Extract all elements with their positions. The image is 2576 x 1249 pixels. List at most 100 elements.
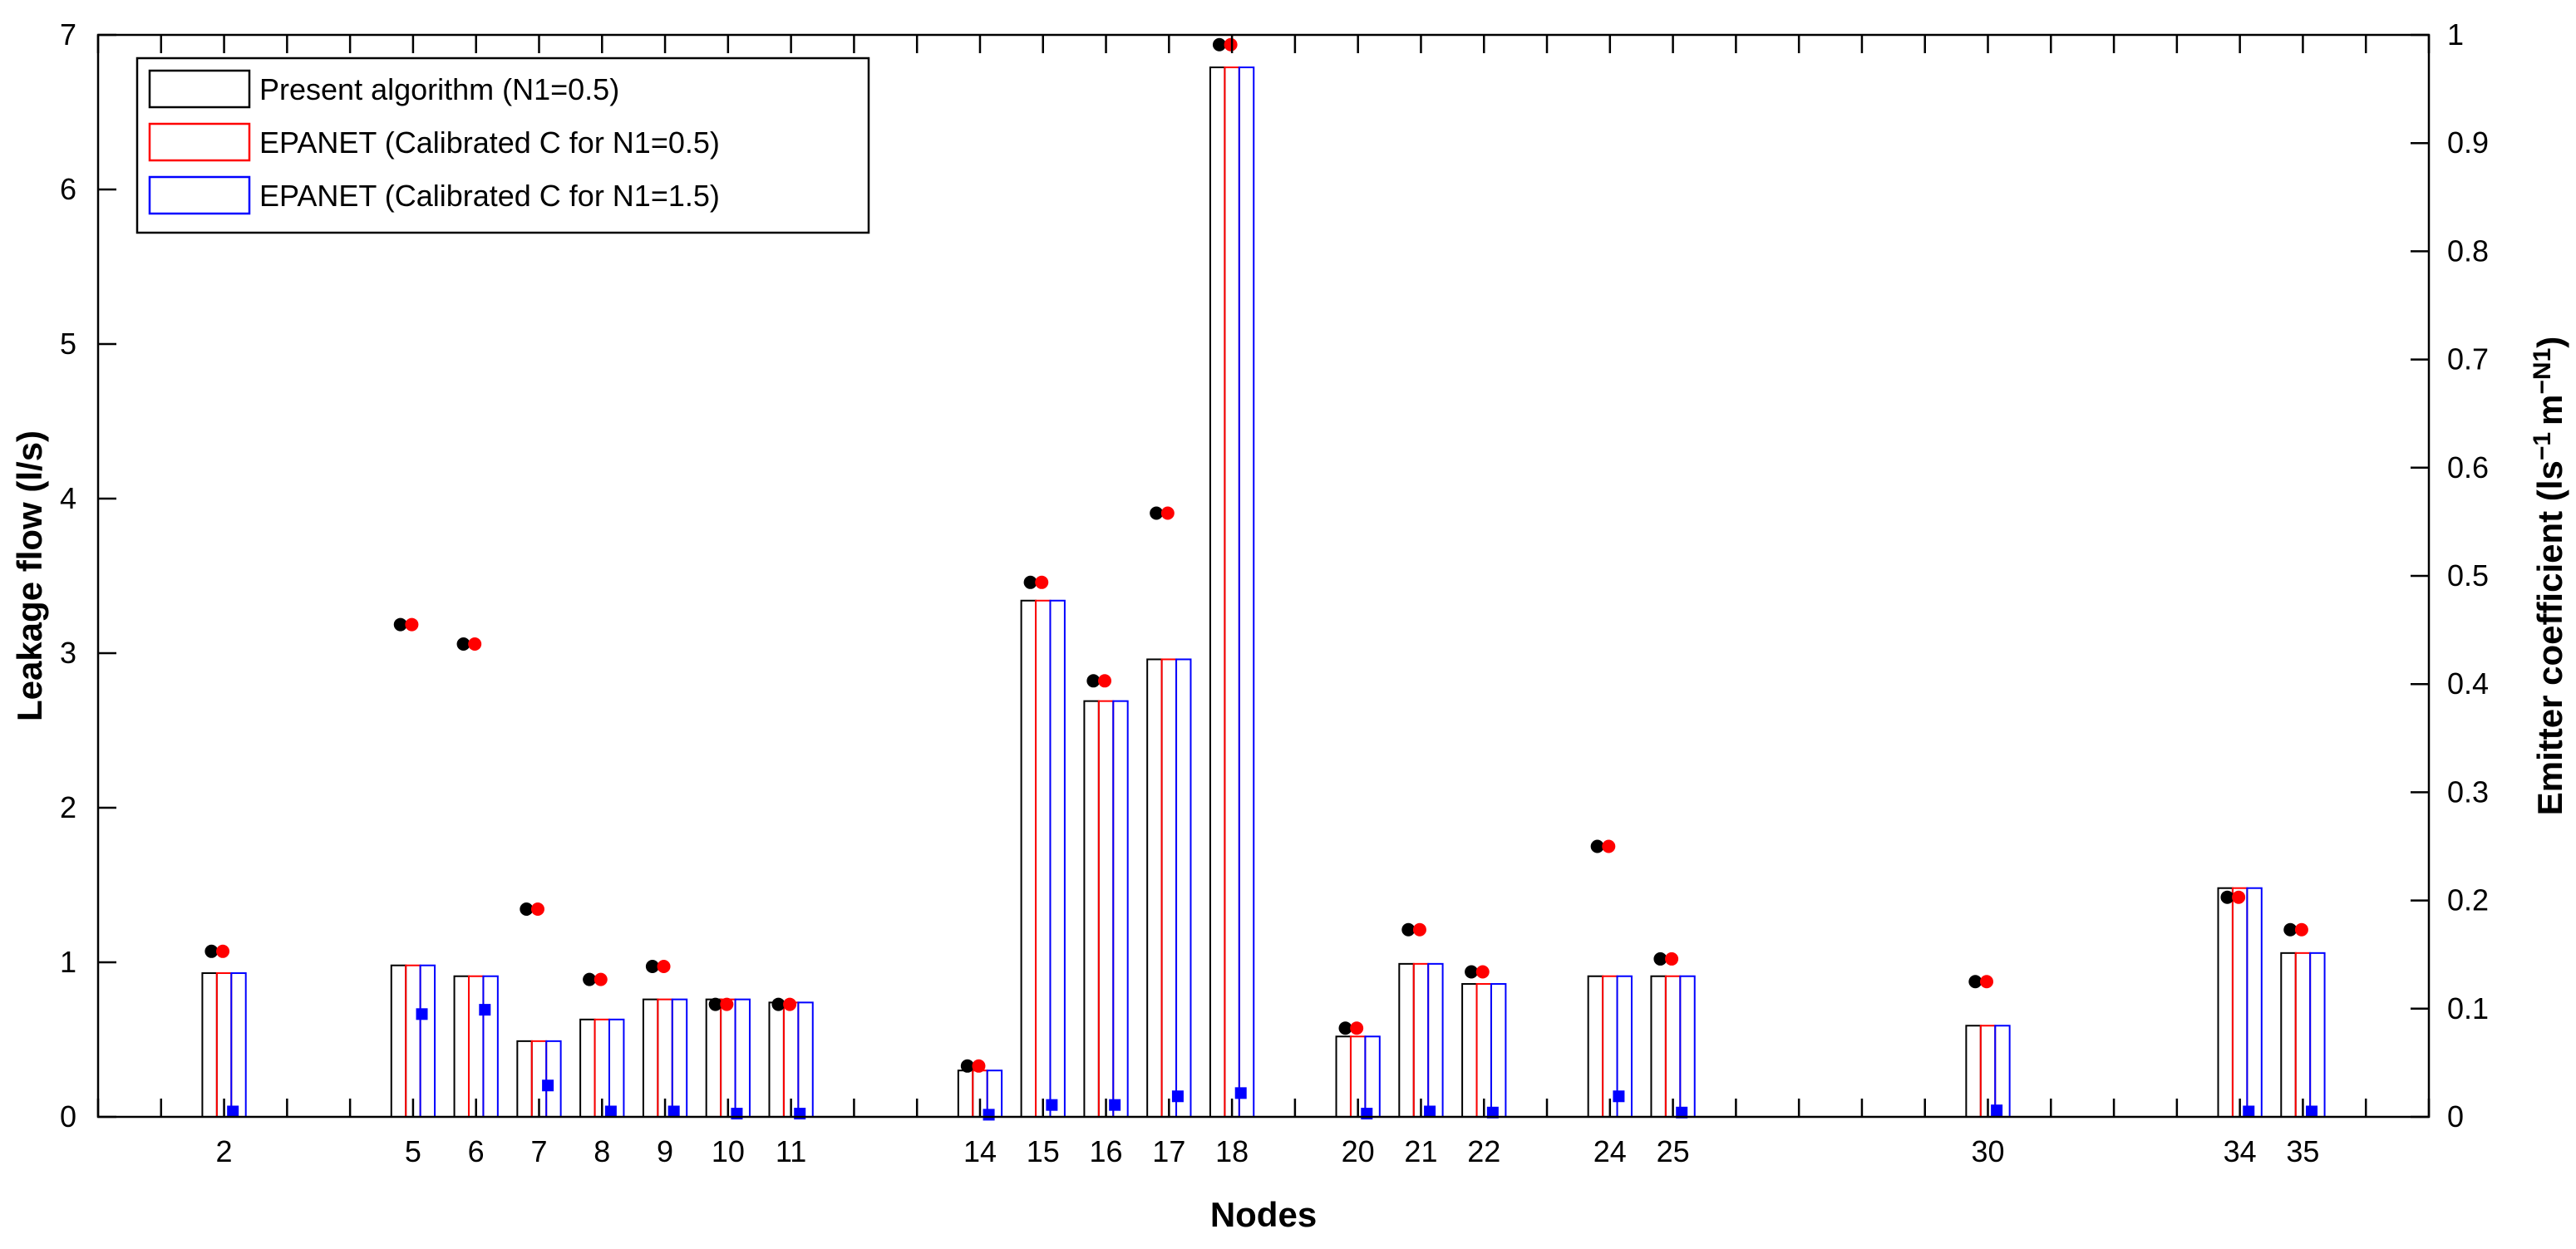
marker-node-6-series-4: [456, 637, 470, 652]
x-tick-label: 21: [1404, 1134, 1437, 1168]
marker-node-35-series-4: [2283, 922, 2298, 937]
marker-node-25-series-6: [1676, 1106, 1688, 1119]
marker-node-8-series-6: [604, 1105, 617, 1118]
marker-node-6-series-6: [479, 1004, 491, 1016]
y2-tick-label: 0.2: [2447, 883, 2489, 917]
y-tick-label: 4: [60, 481, 76, 515]
marker-node-24-series-6: [1613, 1090, 1625, 1103]
y-tick-label: 0: [60, 1099, 76, 1133]
y-tick-label: 7: [60, 17, 76, 52]
y-tick-label: 6: [60, 172, 76, 206]
marker-node-34-series-4: [2220, 890, 2234, 904]
marker-node-21-series-6: [1424, 1105, 1436, 1118]
x-tick-label: 5: [405, 1134, 421, 1168]
x-tick-label: 16: [1090, 1134, 1123, 1168]
marker-node-11-series-4: [771, 997, 786, 1011]
marker-node-34-series-6: [2243, 1105, 2255, 1118]
y-tick-label: 3: [60, 636, 76, 670]
marker-node-8-series-4: [583, 972, 597, 986]
y2-tick-label: 0.9: [2447, 125, 2489, 160]
x-tick-label: 17: [1152, 1134, 1185, 1168]
markers-layer: [204, 37, 2318, 1121]
x-tick-label: 35: [2286, 1134, 2319, 1168]
x-tick-label: 30: [1971, 1134, 2004, 1168]
y2-tick-label: 0.1: [2447, 991, 2489, 1025]
marker-node-11-series-5: [783, 997, 797, 1011]
marker-node-30-series-6: [1991, 1104, 2003, 1117]
x-tick-label: 24: [1593, 1134, 1627, 1168]
marker-node-9-series-5: [657, 960, 671, 974]
x-tick-label: 25: [1657, 1134, 1690, 1168]
marker-node-8-series-5: [594, 972, 608, 986]
marker-node-14-series-6: [983, 1109, 995, 1121]
marker-node-10-series-5: [720, 997, 734, 1011]
marker-node-24-series-4: [1590, 839, 1604, 853]
legend-swatch-3: [148, 175, 251, 215]
y2-axis-title-sup2: −N1: [2529, 348, 2556, 395]
marker-node-22-series-5: [1475, 965, 1490, 979]
marker-node-14-series-5: [972, 1059, 986, 1073]
x-tick-label: 15: [1027, 1134, 1060, 1168]
marker-node-7-series-5: [530, 902, 544, 917]
marker-node-10-series-4: [708, 997, 722, 1011]
x-tick-label: 10: [712, 1134, 745, 1168]
marker-node-35-series-5: [2294, 922, 2308, 937]
y2-axis-title-end: ): [2530, 337, 2569, 348]
marker-node-2-series-4: [204, 944, 219, 958]
legend-label-2: EPANET (Calibrated C for N1=0.5): [259, 125, 720, 160]
marker-node-20-series-4: [1338, 1021, 1352, 1035]
marker-node-21-series-4: [1401, 922, 1416, 937]
marker-node-17-series-6: [1171, 1090, 1184, 1103]
marker-node-16-series-5: [1098, 674, 1112, 688]
marker-node-25-series-5: [1665, 952, 1679, 966]
marker-node-7-series-6: [542, 1079, 554, 1092]
y2-tick-label: 0.3: [2447, 774, 2489, 809]
marker-node-7-series-4: [520, 902, 534, 917]
marker-node-5-series-4: [393, 617, 407, 632]
x-tick-label: 34: [2224, 1134, 2257, 1168]
marker-node-14-series-4: [960, 1059, 974, 1073]
y2-axis-title-main: Emitter coefficient (ls: [2530, 460, 2569, 815]
legend-label-3: EPANET (Calibrated C for N1=1.5): [259, 179, 720, 213]
marker-node-20-series-5: [1350, 1021, 1364, 1035]
y2-tick-label: 0.7: [2447, 342, 2489, 376]
marker-node-17-series-4: [1150, 506, 1164, 520]
y2-axis-title-mid: m: [2530, 395, 2569, 425]
marker-node-5-series-6: [416, 1008, 428, 1020]
x-tick-label: 14: [963, 1134, 997, 1168]
y2-tick-label: 0.8: [2447, 234, 2489, 268]
x-tick-label: 6: [468, 1134, 485, 1168]
marker-node-34-series-5: [2232, 890, 2246, 904]
y2-tick-label: 0.4: [2447, 666, 2489, 701]
legend-swatch-1: [148, 69, 251, 109]
marker-node-9-series-6: [667, 1105, 680, 1118]
x-axis-title: Nodes: [1210, 1195, 1317, 1234]
marker-node-18-series-5: [1224, 37, 1238, 52]
ticks-layer: 2 5 6 7 8 9 10 11 14 15 16 17 18 20 21 22 24 25 30 34 350123…: [60, 17, 2489, 1168]
y2-tick-label: 1: [2447, 17, 2464, 52]
marker-node-15-series-5: [1035, 575, 1049, 589]
marker-node-22-series-6: [1486, 1106, 1499, 1119]
y-axis-title: Leakage flow (l/s): [10, 430, 49, 721]
y2-tick-label: 0.6: [2447, 450, 2489, 484]
x-tick-label: 2: [216, 1134, 233, 1168]
marker-node-16-series-4: [1086, 674, 1101, 688]
marker-node-2-series-5: [216, 944, 230, 958]
legend-box: [135, 57, 870, 234]
marker-node-18-series-6: [1234, 1087, 1247, 1099]
marker-node-16-series-6: [1109, 1099, 1121, 1111]
marker-node-6-series-5: [468, 637, 482, 652]
y2-axis-title: Emitter coefficient (ls−1 m−N1): [2529, 337, 2569, 816]
marker-node-21-series-5: [1412, 922, 1426, 937]
marker-node-2-series-6: [227, 1105, 239, 1118]
marker-node-30-series-5: [1980, 975, 1993, 989]
y-tick-label: 2: [60, 790, 76, 824]
x-tick-label: 8: [594, 1134, 610, 1168]
y-tick-label: 1: [60, 945, 76, 979]
marker-node-24-series-5: [1602, 839, 1616, 853]
x-tick-label: 9: [657, 1134, 673, 1168]
y-tick-label: 5: [60, 327, 76, 361]
x-tick-label: 20: [1342, 1134, 1375, 1168]
marker-node-17-series-5: [1160, 506, 1175, 520]
